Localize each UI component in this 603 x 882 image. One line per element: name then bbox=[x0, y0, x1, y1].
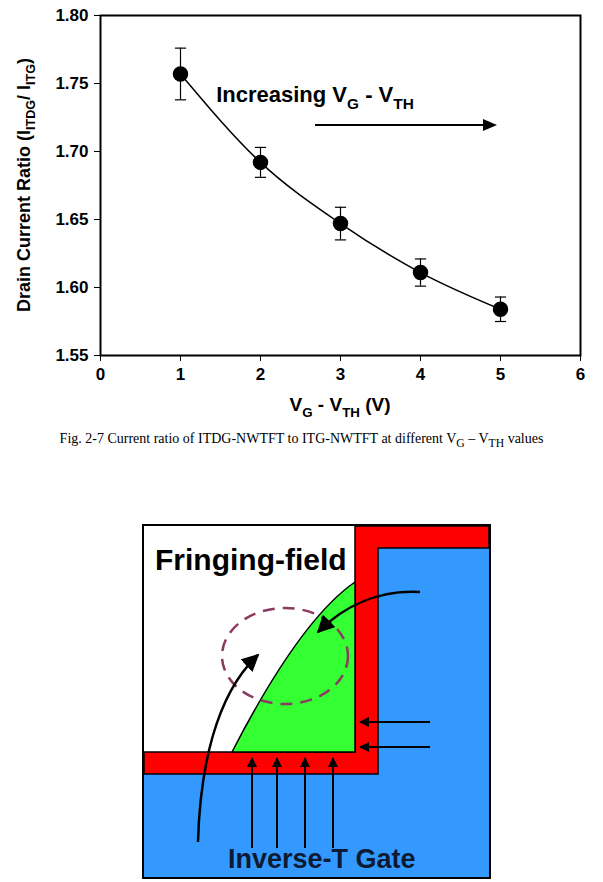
svg-text:Inverse-T Gate: Inverse-T Gate bbox=[228, 844, 416, 874]
svg-text:1.80: 1.80 bbox=[55, 6, 88, 25]
svg-text:2: 2 bbox=[256, 365, 265, 384]
svg-text:3: 3 bbox=[336, 365, 345, 384]
svg-text:1: 1 bbox=[176, 365, 185, 384]
svg-text:5: 5 bbox=[496, 365, 505, 384]
svg-text:VG - VTH (V): VG - VTH (V) bbox=[290, 394, 391, 420]
svg-text:Fringing-field: Fringing-field bbox=[155, 543, 347, 576]
svg-text:1.70: 1.70 bbox=[55, 142, 88, 161]
svg-text:1.75: 1.75 bbox=[55, 74, 88, 93]
svg-text:1.65: 1.65 bbox=[55, 210, 88, 229]
html-text:Fig. 2-7 Current ratio of ITDG: Fig. 2-7 Current ratio of ITDG-NWTFT to … bbox=[59, 431, 544, 450]
svg-text:1.55: 1.55 bbox=[55, 346, 88, 365]
svg-text:Increasing VG - VTH: Increasing VG - VTH bbox=[216, 82, 414, 112]
svg-text:Drain Current Ratio (IITDG/ II: Drain Current Ratio (IITDG/ IITG) bbox=[14, 58, 38, 312]
svg-text:4: 4 bbox=[416, 365, 426, 384]
svg-text:0: 0 bbox=[96, 365, 105, 384]
svg-text:6: 6 bbox=[576, 365, 585, 384]
svg-text:1.60: 1.60 bbox=[55, 278, 88, 297]
